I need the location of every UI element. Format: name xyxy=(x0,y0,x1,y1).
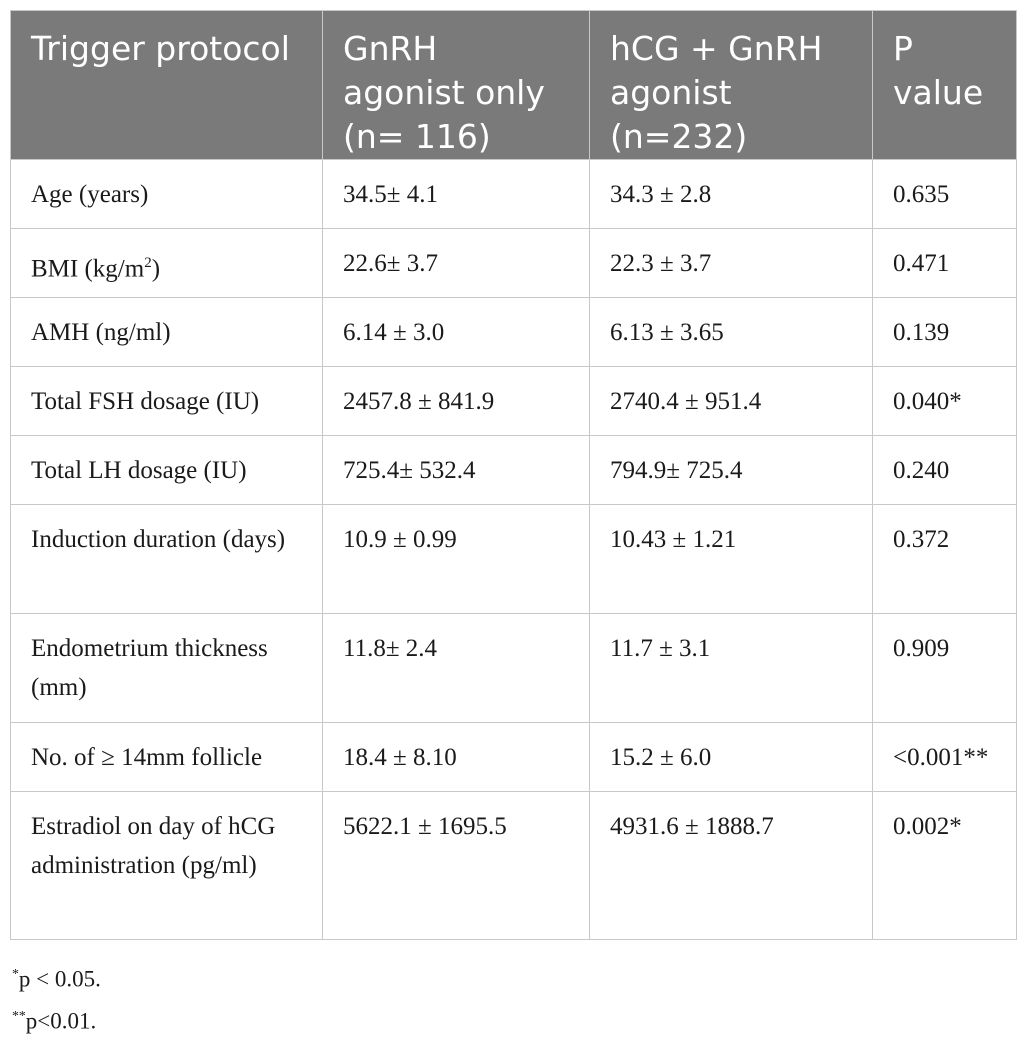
footnote-text: p<0.01. xyxy=(25,1008,97,1034)
row-label: No. of ≥ 14mm follicle xyxy=(10,722,323,792)
p-value: 0.240 xyxy=(872,435,1017,505)
hcg-value: 6.13 ± 3.65 xyxy=(589,297,873,367)
table-row: Endometrium thickness (mm) 11.8± 2.4 11.… xyxy=(10,613,1017,723)
table-row: Estradiol on day of hCG administration (… xyxy=(10,791,1017,940)
row-label: Induction duration (days) xyxy=(10,504,323,614)
bmi-label: BMI (kg/m xyxy=(31,255,145,283)
table-row: Induction duration (days) 10.9 ± 0.99 10… xyxy=(10,504,1017,614)
row-label: Age (years) xyxy=(10,159,323,229)
table-row: Total LH dosage (IU) 725.4± 532.4 794.9±… xyxy=(10,435,1017,505)
hcg-value: 34.3 ± 2.8 xyxy=(589,159,873,229)
footnote-marker: * xyxy=(12,966,19,981)
header-row: Trigger protocol GnRH agonist only (n= 1… xyxy=(10,10,1017,160)
p-value: <0.001** xyxy=(872,722,1017,792)
gnrh-value: 2457.8 ± 841.9 xyxy=(322,366,590,436)
hcg-value: 22.3 ± 3.7 xyxy=(589,228,873,298)
gnrh-value: 725.4± 532.4 xyxy=(322,435,590,505)
footnotes: *p < 0.05. **p<0.01. xyxy=(12,956,101,1039)
gnrh-value: 11.8± 2.4 xyxy=(322,613,590,723)
header-p-value: P value xyxy=(872,10,1017,160)
footnote-text: p < 0.05. xyxy=(18,966,101,992)
bmi-superscript: 2 xyxy=(144,255,152,271)
header-hcg-gnrh-agonist: hCG + GnRH agonist (n=232) xyxy=(589,10,873,160)
p-value: 0.635 xyxy=(872,159,1017,229)
hcg-value: 15.2 ± 6.0 xyxy=(589,722,873,792)
table-row: BMI (kg/m2) 22.6± 3.7 22.3 ± 3.7 0.471 xyxy=(10,228,1017,298)
hcg-value: 10.43 ± 1.21 xyxy=(589,504,873,614)
footnote-significance-05: *p < 0.05. xyxy=(12,956,101,998)
gnrh-value: 10.9 ± 0.99 xyxy=(322,504,590,614)
hcg-value: 11.7 ± 3.1 xyxy=(589,613,873,723)
p-value: 0.139 xyxy=(872,297,1017,367)
table-row: Age (years) 34.5± 4.1 34.3 ± 2.8 0.635 xyxy=(10,159,1017,229)
gnrh-value: 22.6± 3.7 xyxy=(322,228,590,298)
header-gnrh-agonist-only: GnRH agonist only (n= 116) xyxy=(322,10,590,160)
gnrh-value: 6.14 ± 3.0 xyxy=(322,297,590,367)
p-value: 0.909 xyxy=(872,613,1017,723)
row-label: Endometrium thickness (mm) xyxy=(10,613,323,723)
footnote-significance-01: **p<0.01. xyxy=(12,998,101,1039)
p-value: 0.002* xyxy=(872,791,1017,940)
table-row: No. of ≥ 14mm follicle 18.4 ± 8.10 15.2 … xyxy=(10,722,1017,792)
data-table: Trigger protocol GnRH agonist only (n= 1… xyxy=(10,10,1017,940)
bmi-label-close: ) xyxy=(151,255,161,283)
hcg-value: 2740.4 ± 951.4 xyxy=(589,366,873,436)
gnrh-value: 34.5± 4.1 xyxy=(322,159,590,229)
table-row: Total FSH dosage (IU) 2457.8 ± 841.9 274… xyxy=(10,366,1017,436)
row-label: BMI (kg/m2) xyxy=(10,228,323,298)
footnote-marker: ** xyxy=(12,1007,26,1023)
row-label: Total FSH dosage (IU) xyxy=(10,366,323,436)
hcg-value: 794.9± 725.4 xyxy=(589,435,873,505)
table-row: AMH (ng/ml) 6.14 ± 3.0 6.13 ± 3.65 0.139 xyxy=(10,297,1017,367)
row-label: Estradiol on day of hCG administration (… xyxy=(10,791,323,940)
gnrh-value: 18.4 ± 8.10 xyxy=(322,722,590,792)
gnrh-value: 5622.1 ± 1695.5 xyxy=(322,791,590,940)
p-value: 0.471 xyxy=(872,228,1017,298)
hcg-value: 4931.6 ± 1888.7 xyxy=(589,791,873,940)
row-label: AMH (ng/ml) xyxy=(10,297,323,367)
p-value: 0.040* xyxy=(872,366,1017,436)
row-label: Total LH dosage (IU) xyxy=(10,435,323,505)
header-trigger-protocol: Trigger protocol xyxy=(10,10,323,160)
p-value: 0.372 xyxy=(872,504,1017,614)
